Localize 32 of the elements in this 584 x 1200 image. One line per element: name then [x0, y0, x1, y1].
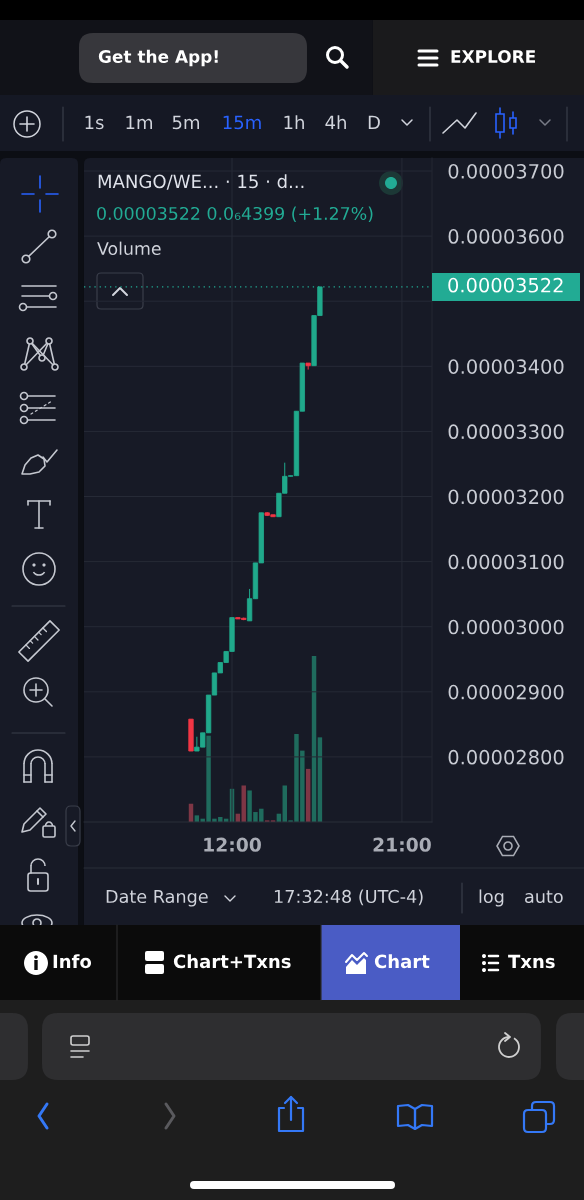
text: Get the App! [98, 49, 218, 67]
text: auto [525, 890, 563, 904]
text: log [479, 889, 504, 907]
text: MANGO/WE... · 15 · d... [98, 174, 304, 190]
ref-line-label: 0.00003522 [448, 277, 563, 293]
text: Chart+Txns [173, 954, 291, 969]
text: Chart [374, 954, 430, 969]
y-tick-label: 0.00003200 [448, 489, 564, 505]
text: Info [53, 954, 92, 969]
x-tick-label: 21:00 [373, 837, 431, 852]
text: 1s [85, 115, 104, 130]
text: Txns [508, 954, 555, 969]
y-tick-label: 0.00003000 [448, 619, 564, 635]
text: Date Range [106, 890, 208, 907]
y-tick-label: 0.00002900 [448, 684, 564, 700]
text: 4h [325, 115, 346, 129]
text: 0.00003522 0.0₆4399 (+1.27%) [97, 206, 373, 223]
x-tick-label: 12:00 [204, 837, 261, 852]
text: 17:32:48 (UTC-4) [274, 889, 423, 906]
text: 1h [284, 115, 304, 129]
text: EXPLORE [451, 50, 536, 63]
y-tick-label: 0.00003300 [448, 424, 564, 440]
text: 1m [126, 115, 153, 129]
y-tick-label: 0.00002800 [448, 749, 564, 765]
text: 15m [223, 115, 261, 130]
chart-title: Volume [97, 241, 161, 256]
y-tick-label: 0.00003100 [448, 554, 564, 570]
y-tick-label: 0.00003700 [448, 163, 564, 179]
y-tick-label: 0.00003400 [448, 359, 564, 374]
text: D [368, 115, 380, 129]
text: 5m [172, 115, 200, 130]
y-tick-label: 0.00003600 [448, 229, 564, 244]
